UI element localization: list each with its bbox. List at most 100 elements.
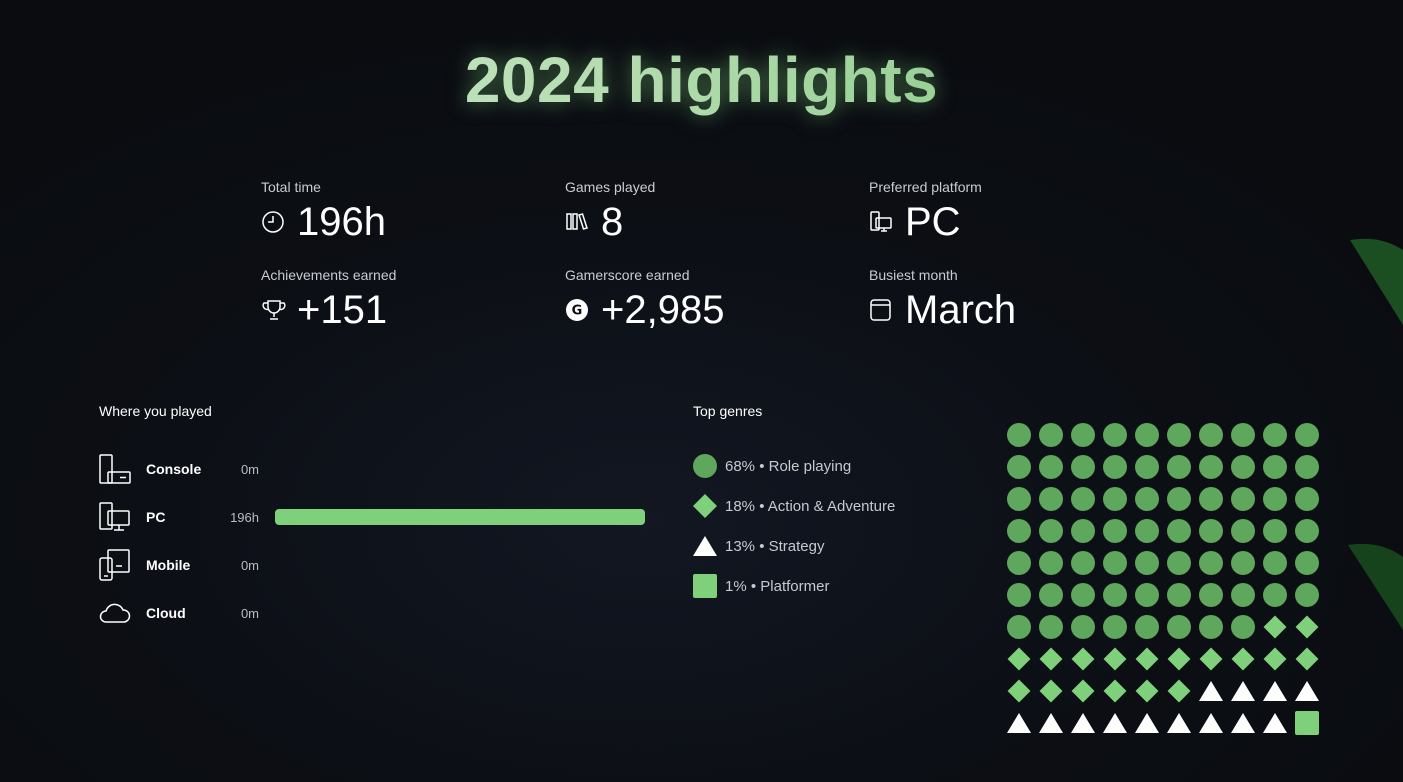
waffle-cell-square [1295,711,1319,735]
waffle-cell-circle [1231,583,1255,607]
stat-games-played: Games played 8 [565,178,655,244]
waffle-cell-diamond [1167,647,1191,671]
waffle-cell-triangle [1071,713,1095,733]
platform-bar-fill [275,509,645,525]
stat-preferred-platform: Preferred platform PC [869,178,982,244]
top-genres-title: Top genres [693,403,763,419]
waffle-cell-circle [1231,519,1255,543]
waffle-cell-circle [1199,487,1223,511]
waffle-cell-diamond [1103,679,1127,703]
waffle-cell-circle [1167,455,1191,479]
library-icon [565,209,591,235]
waffle-cell-diamond [1135,647,1159,671]
platform-row-cloud: Cloud 0m [98,595,658,631]
waffle-cell-circle [1103,455,1127,479]
waffle-cell-circle [1071,487,1095,511]
platform-bar [275,509,645,525]
waffle-cell-diamond [1295,647,1319,671]
waffle-cell-circle [1231,551,1255,575]
diamond-icon [693,494,717,518]
waffle-cell-circle [1167,423,1191,447]
stat-gamerscore: Gamerscore earned G +2,985 [565,266,724,332]
waffle-cell-circle [1007,519,1031,543]
waffle-cell-circle [1263,455,1287,479]
waffle-cell-diamond [1039,679,1063,703]
platform-name: Console [146,461,202,477]
platform-time: 0m [240,461,259,477]
waffle-cell-circle [1007,583,1031,607]
waffle-cell-diamond [1103,647,1127,671]
waffle-cell-diamond [1167,679,1191,703]
waffle-cell-circle [1039,615,1063,639]
genre-label: 68% • Role playing [725,457,852,475]
platform-row-mobile: Mobile 0m [98,547,658,583]
waffle-cell-triangle [1263,681,1287,701]
waffle-cell-circle [1071,615,1095,639]
waffle-cell-diamond [1007,679,1031,703]
stat-value: March [905,288,1017,332]
waffle-cell-diamond [1263,615,1287,639]
waffle-cell-circle [1135,487,1159,511]
waffle-cell-circle [1263,583,1287,607]
waffle-cell-circle [1135,423,1159,447]
waffle-cell-triangle [1231,713,1255,733]
waffle-cell-circle [1135,519,1159,543]
stat-total-time: Total time 196h [261,178,386,244]
waffle-cell-circle [1039,423,1063,447]
waffle-cell-circle [1295,583,1319,607]
stat-value: +151 [297,288,388,332]
waffle-cell-circle [1039,487,1063,511]
platform-name: PC [146,509,166,525]
waffle-cell-triangle [1295,681,1319,701]
svg-text:G: G [572,304,583,319]
waffle-cell-triangle [1231,681,1255,701]
stat-value: PC [905,200,961,244]
platform-row-console: Console 0m [98,451,658,487]
waffle-cell-circle [1103,487,1127,511]
waffle-cell-triangle [1135,713,1159,733]
platform-time: 0m [240,557,259,573]
waffle-cell-circle [1231,423,1255,447]
stat-label: Preferred platform [869,179,982,195]
waffle-cell-circle [1263,487,1287,511]
genre-row-strategy: 13% • Strategy [693,533,824,559]
waffle-cell-triangle [1103,713,1127,733]
waffle-cell-circle [1007,423,1031,447]
waffle-cell-triangle [1263,713,1287,733]
waffle-cell-circle [1135,583,1159,607]
waffle-cell-circle [1231,487,1255,511]
waffle-cell-circle [1231,455,1255,479]
stat-busiest-month: Busiest month March [869,266,1016,332]
waffle-cell-diamond [1135,679,1159,703]
waffle-cell-circle [1007,487,1031,511]
waffle-cell-circle [1071,423,1095,447]
page-title: 2024 highlights [0,40,1403,120]
genre-row-action-adventure: 18% • Action & Adventure [693,493,895,519]
waffle-cell-circle [1199,615,1223,639]
waffle-cell-diamond [1295,615,1319,639]
clock-icon [261,209,287,235]
stat-value: 8 [601,200,624,244]
waffle-cell-circle [1199,519,1223,543]
platform-row-pc: PC 196h [98,499,658,535]
waffle-cell-circle [1263,423,1287,447]
waffle-cell-circle [1071,455,1095,479]
waffle-cell-circle [1039,551,1063,575]
waffle-cell-diamond [1263,647,1287,671]
square-icon [693,574,717,598]
stat-label: Busiest month [869,267,958,283]
pc-icon [98,499,134,535]
waffle-cell-diamond [1007,647,1031,671]
waffle-cell-triangle [1199,681,1223,701]
genre-label: 1% • Platformer [725,577,830,595]
gamerscore-icon: G [565,297,591,323]
waffle-cell-circle [1103,519,1127,543]
platform-bar [275,605,645,621]
waffle-cell-circle [1167,487,1191,511]
platform-name: Cloud [146,605,186,621]
platform-name: Mobile [146,557,191,573]
waffle-cell-circle [1071,551,1095,575]
waffle-cell-circle [1071,519,1095,543]
waffle-cell-circle [1135,455,1159,479]
waffle-cell-triangle [1199,713,1223,733]
